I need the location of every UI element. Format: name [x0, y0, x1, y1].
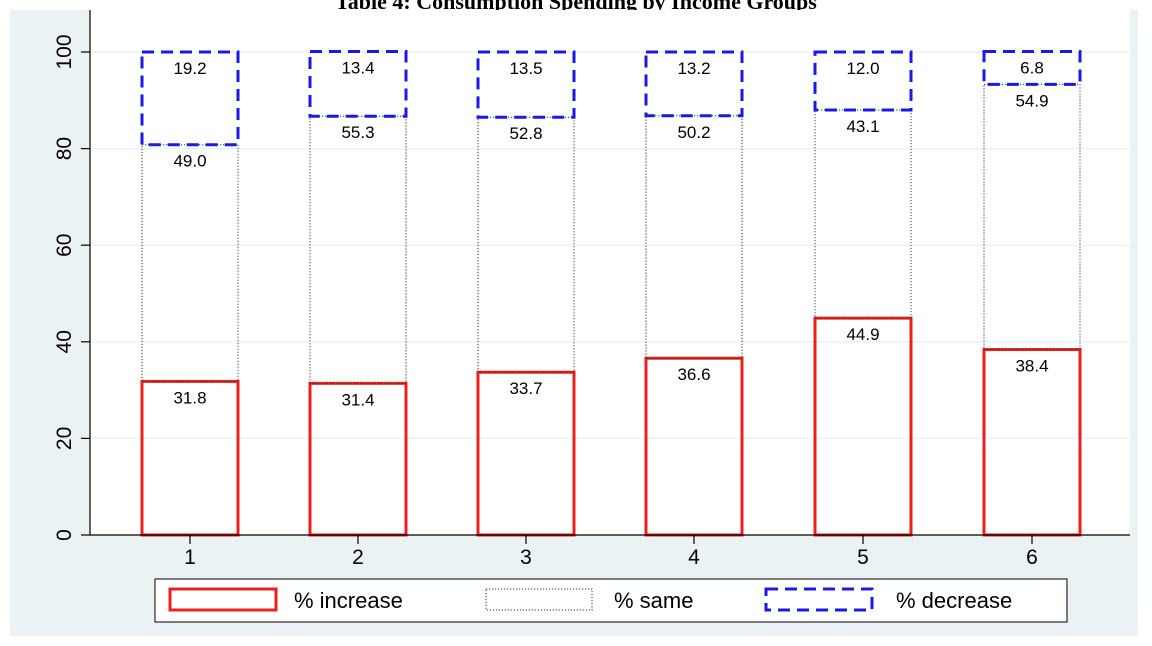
data-label: 33.7	[509, 379, 542, 398]
data-label: 52.8	[509, 124, 542, 143]
x-tick-label: 5	[857, 546, 869, 569]
data-label: 19.2	[173, 59, 206, 78]
data-label: 55.3	[341, 123, 374, 142]
data-label: 6.8	[1020, 59, 1044, 78]
legend-key-dotted	[485, 588, 593, 611]
y-tick-label: 80	[53, 137, 76, 160]
legend: % increase % same % decrease	[154, 578, 1068, 623]
data-label: 50.2	[677, 123, 710, 142]
legend-label: % increase	[294, 588, 403, 613]
data-label: 43.1	[846, 117, 879, 136]
x-tick-label: 6	[1026, 546, 1038, 569]
legend-box	[154, 578, 1068, 623]
legend-key-dashed	[764, 587, 874, 612]
bar-dashed-1	[140, 50, 240, 147]
data-label: 31.4	[341, 390, 374, 409]
bar-dashed-4	[644, 50, 744, 118]
bar-dotted-2	[309, 115, 407, 384]
x-tick-label: 2	[352, 546, 364, 569]
y-tick-label: 20	[53, 427, 76, 450]
data-label: 36.6	[677, 365, 710, 384]
x-tick-label: 3	[520, 546, 532, 569]
bar-dashed-5	[813, 50, 913, 112]
data-label: 13.5	[509, 59, 542, 78]
y-tick-label: 40	[53, 330, 76, 353]
data-label: 31.8	[173, 388, 206, 407]
plot-area	[90, 10, 1130, 535]
bar-dashed-6	[982, 50, 1082, 86]
data-labels: 31.8 49.0 19.2 31.4 55.3 13.4 33.7 52.8 13.5 36.6…	[173, 59, 1048, 410]
legend-label: % same	[614, 588, 693, 613]
bars	[140, 50, 1082, 537]
data-label: 12.0	[846, 59, 879, 78]
data-label: 13.2	[677, 59, 710, 78]
y-tick-label: 0	[53, 529, 76, 541]
x-tick-label: 1	[184, 546, 196, 569]
grid-lines	[90, 51, 1130, 440]
data-label: 49.0	[173, 152, 206, 171]
y-tick-label: 100	[53, 34, 76, 69]
data-label: 38.4	[1015, 357, 1048, 376]
legend-label: % decrease	[896, 588, 1012, 613]
data-label: 13.4	[341, 59, 374, 78]
bar-dashed-3	[476, 50, 576, 119]
axes: 0 20 40 60 80 100 1 2 3 4 5 6	[53, 10, 1130, 569]
data-label: 54.9	[1015, 91, 1048, 110]
x-tick-label: 4	[688, 546, 700, 569]
legend-key-solid	[168, 587, 278, 612]
bar-dotted-4	[645, 115, 743, 359]
bar-dashed-2	[308, 50, 408, 118]
data-label: 44.9	[846, 325, 879, 344]
y-tick-label: 60	[53, 234, 76, 257]
